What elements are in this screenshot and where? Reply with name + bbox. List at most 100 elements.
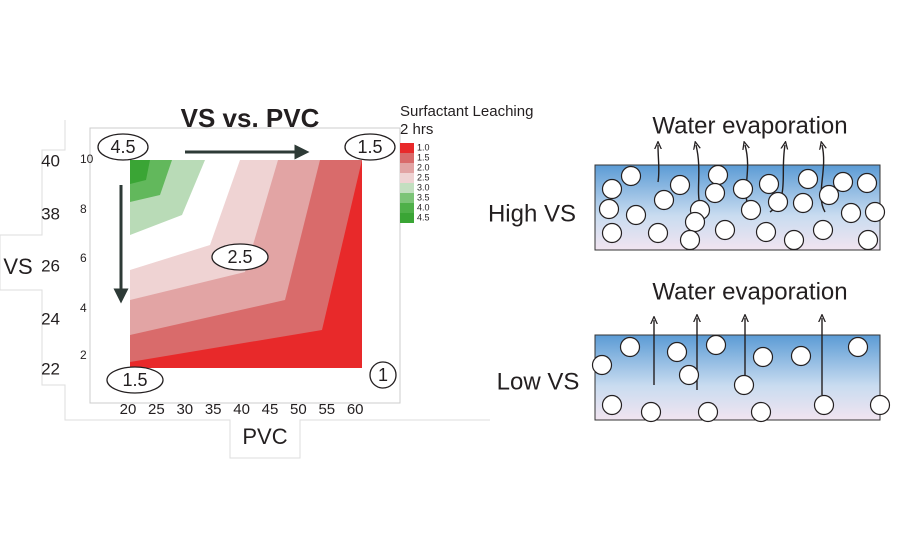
y-tick-label: 40 <box>41 151 60 170</box>
particle <box>684 211 706 233</box>
evaporation-arrow <box>821 145 825 213</box>
y-tick-label: 22 <box>41 359 60 378</box>
legend-label: 1.5 <box>417 152 430 162</box>
legend-label: 4.0 <box>417 202 430 212</box>
particle <box>840 202 862 224</box>
y-tick-label: 2 <box>80 348 87 362</box>
annotation-ellipse <box>211 243 269 271</box>
particle <box>620 165 642 187</box>
particle <box>869 394 891 416</box>
particle <box>678 364 700 386</box>
ticks: 20 25 30 35 40 45 50 55 60 40 38 26 24 22 10 8 6 4 2 <box>41 151 363 417</box>
particle <box>601 222 623 244</box>
particle <box>797 168 819 190</box>
particle <box>601 394 623 416</box>
legend-swatch <box>400 203 414 213</box>
caption: Water evaporation <box>652 278 847 305</box>
particle <box>812 219 834 241</box>
plot-title: VS vs. PVC <box>181 103 320 133</box>
x-tick-label: 60 <box>347 401 364 418</box>
particle <box>813 394 835 416</box>
particle <box>640 401 662 423</box>
legend-swatch <box>400 193 414 203</box>
particle <box>733 374 755 396</box>
particle <box>666 341 688 363</box>
particle <box>598 198 620 220</box>
particle <box>847 336 869 358</box>
particle <box>790 345 812 367</box>
particle <box>783 229 805 251</box>
y-tick-label: 8 <box>80 202 87 216</box>
annotation-ellipse <box>369 361 397 389</box>
particle <box>601 178 623 200</box>
annotation-ellipse <box>106 366 164 394</box>
particle <box>792 192 814 214</box>
y-axis-label: VS <box>3 254 32 279</box>
contour-band <box>130 160 150 184</box>
x-tick-label: 30 <box>176 401 193 418</box>
particle <box>653 189 675 211</box>
legend-swatch <box>400 153 414 163</box>
annotation-ellipse <box>97 133 149 161</box>
particle <box>707 164 729 186</box>
particle <box>669 174 691 196</box>
annotation-ellipse <box>344 133 396 161</box>
legend-swatch <box>400 173 414 183</box>
legend-label: 3.5 <box>417 192 430 202</box>
particle <box>752 346 774 368</box>
legend-label: 1.0 <box>417 142 430 152</box>
caption: Water evaporation <box>652 112 847 139</box>
x-tick-label: 45 <box>262 401 279 418</box>
particle <box>818 184 840 206</box>
particle <box>591 354 613 376</box>
label: High VS <box>488 200 576 227</box>
annotation: 4.5 <box>110 137 135 157</box>
particle <box>679 229 701 251</box>
particle <box>697 401 719 423</box>
legend-swatch <box>400 143 414 153</box>
particle <box>732 178 754 200</box>
annotation: 1.5 <box>357 137 382 157</box>
legend-swatch <box>400 163 414 173</box>
particle <box>704 182 726 204</box>
x-tick-label: 40 <box>233 401 250 418</box>
x-tick-label: 50 <box>290 401 307 418</box>
frame <box>0 120 490 459</box>
particle <box>767 191 789 213</box>
particle <box>856 172 878 194</box>
legend-swatch <box>400 183 414 193</box>
particle <box>714 219 736 241</box>
annotation: 2.5 <box>227 247 252 267</box>
legend-title: Surfactant Leaching <box>400 103 533 120</box>
annotations: 4.5 1.5 2.5 1.5 1 <box>97 133 397 394</box>
evaporation-arrow <box>745 145 748 206</box>
legend-subtitle: 2 hrs <box>400 121 433 138</box>
legend-swatch <box>400 213 414 223</box>
legend-label: 4.5 <box>417 212 430 222</box>
y-tick-label: 10 <box>80 152 94 166</box>
particle <box>740 199 762 221</box>
particle <box>705 334 727 356</box>
particle <box>647 222 669 244</box>
y-tick-label: 38 <box>41 204 60 223</box>
x-tick-label: 20 <box>120 401 137 418</box>
particle <box>864 201 886 223</box>
evaporation-arrow <box>658 145 659 183</box>
annotation: 1 <box>378 365 388 385</box>
x-tick-label: 55 <box>318 401 335 418</box>
legend: 1.01.52.02.53.03.54.04.5 <box>400 142 430 223</box>
particle <box>832 171 854 193</box>
particle <box>758 173 780 195</box>
y-tick-label: 4 <box>80 301 87 315</box>
particle <box>750 401 772 423</box>
y-tick-label: 26 <box>41 256 60 275</box>
legend-label: 2.0 <box>417 162 430 172</box>
x-tick-label: 25 <box>148 401 165 418</box>
particle <box>625 204 647 226</box>
legend-label: 3.0 <box>417 182 430 192</box>
particle <box>755 221 777 243</box>
x-axis-label: PVC <box>242 424 287 449</box>
y-tick-label: 24 <box>41 309 60 328</box>
